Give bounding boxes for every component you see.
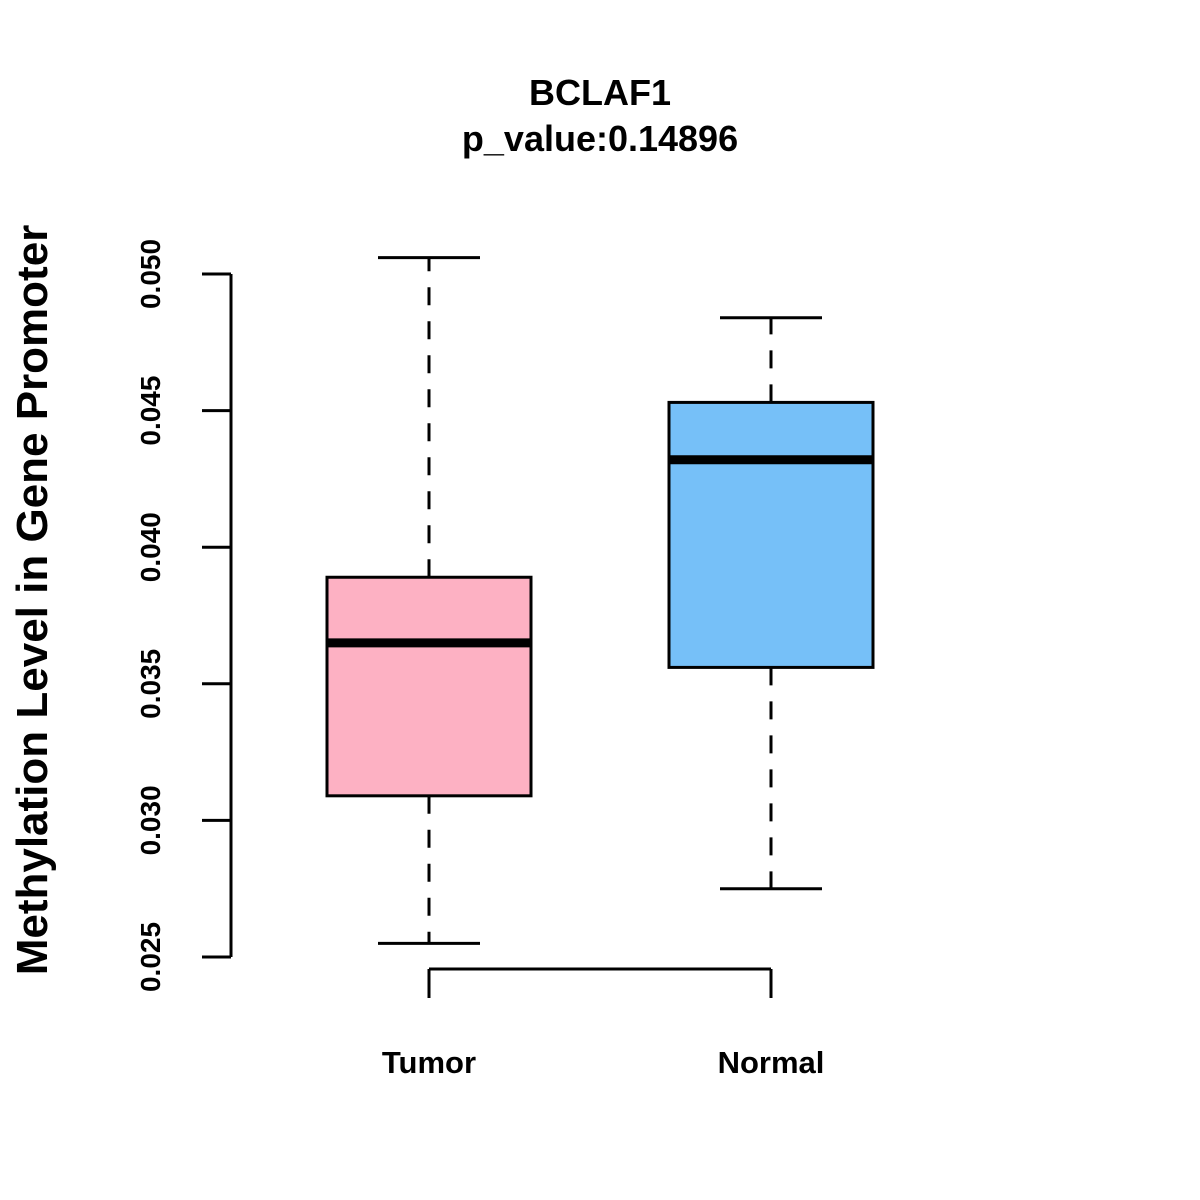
iqr-box-tumor (325, 575, 533, 798)
y-tick-label-2: 0.035 (135, 649, 166, 719)
box-normal (667, 316, 875, 891)
y-axis-label: Methylation Level in Gene Promoter (8, 225, 57, 976)
chart-title: BCLAF1 (529, 72, 671, 113)
iqr-box-normal (667, 400, 875, 669)
y-tick-label-4: 0.045 (135, 376, 166, 446)
boxes-group (325, 256, 875, 945)
x-tick-label-normal: Normal (718, 1045, 825, 1080)
y-tick-label-1: 0.030 (135, 785, 166, 855)
box-tumor (325, 256, 533, 945)
y-axis: 0.025 0.030 0.035 0.040 0.045 0.050 (135, 239, 233, 992)
x-axis: Tumor Normal (382, 967, 825, 1080)
y-tick-label-3: 0.040 (135, 512, 166, 582)
y-tick-label-5: 0.050 (135, 239, 166, 309)
chart-subtitle: p_value:0.14896 (462, 118, 738, 159)
y-tick-label-0: 0.025 (135, 922, 166, 992)
x-tick-label-tumor: Tumor (382, 1045, 476, 1080)
